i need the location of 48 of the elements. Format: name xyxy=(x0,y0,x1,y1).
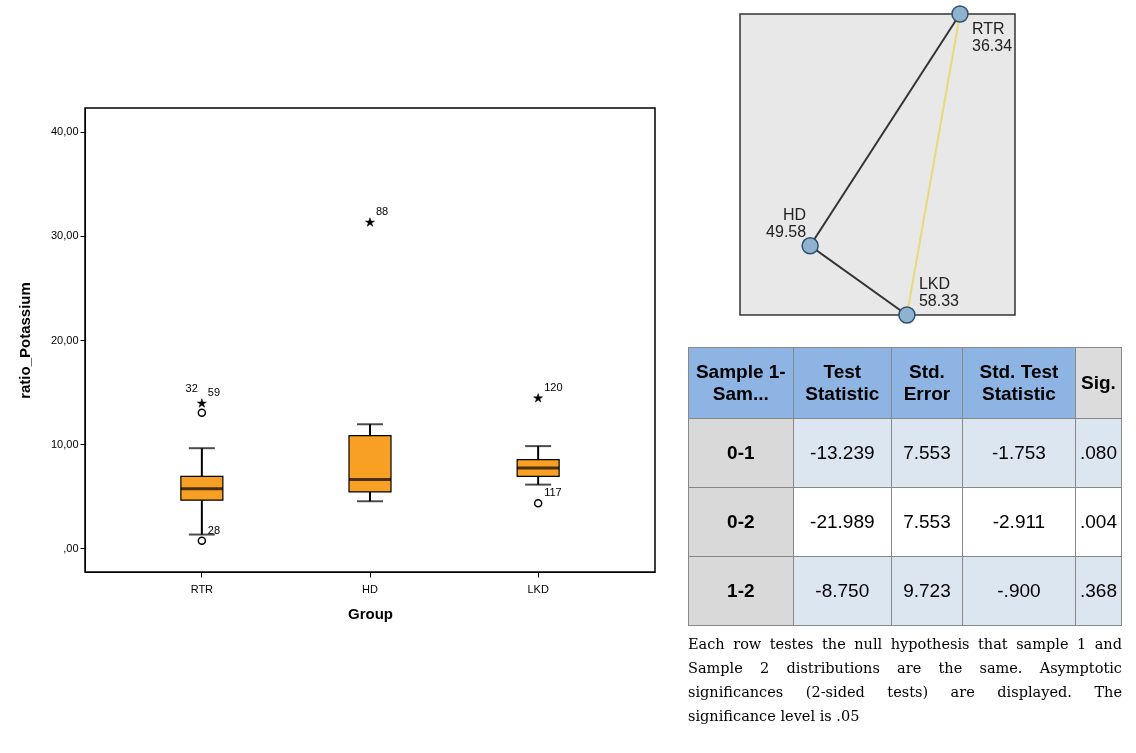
y-tick-label: 20,00 xyxy=(50,333,79,346)
text: .368 xyxy=(1080,580,1117,601)
y-tick-label: 40,00 xyxy=(50,125,79,138)
data-label: 36.34 xyxy=(972,37,1013,54)
annotation: 120 xyxy=(544,381,563,394)
annotation: 28 xyxy=(207,523,221,536)
text: -21.989 xyxy=(810,511,875,532)
text: -2.911 xyxy=(992,511,1046,532)
category-label: 0-2 xyxy=(727,511,755,532)
category-label: Std. Test Statistic xyxy=(962,347,1076,419)
point xyxy=(533,499,543,508)
text: 9.723 xyxy=(903,580,951,601)
x-tick-label: HD xyxy=(362,582,378,595)
category-label: 1-2 xyxy=(727,580,755,601)
category-label: Sig. xyxy=(1075,347,1122,419)
category-label: Sample 1-Sam... xyxy=(688,347,794,419)
point xyxy=(197,408,207,418)
text: .080 xyxy=(1080,442,1117,463)
text: -.900 xyxy=(997,580,1041,601)
text: .004 xyxy=(1080,511,1117,532)
text: Each row testes the null hypothesis that sample 1 and Sample 2 distributions are the same. Asymptotic significances (2-sided tests) are displayed. The significance level is .05 xyxy=(688,635,1122,726)
text: -8.750 xyxy=(815,580,870,601)
y-tick-label: 30,00 xyxy=(50,229,79,242)
y-tick-label: 10,00 xyxy=(50,437,79,450)
x-tick-label: RTR xyxy=(190,582,214,595)
category-label: Test Statistic xyxy=(793,347,892,419)
y-tick-label: ,00 xyxy=(63,541,79,554)
category-label: 0-1 xyxy=(727,442,755,463)
text: 7.553 xyxy=(903,442,951,463)
annotation: 59 xyxy=(207,386,221,399)
text: 7.553 xyxy=(903,511,951,532)
text: -1.753 xyxy=(992,442,1046,463)
category-label: LKD xyxy=(918,275,951,292)
category-label: Std. Error xyxy=(891,347,963,419)
point xyxy=(197,398,207,408)
annotation: 88 xyxy=(376,205,389,218)
x-axis-title: Group xyxy=(348,604,393,622)
point xyxy=(533,393,543,403)
text: -13.239 xyxy=(810,442,875,463)
category-label: RTR xyxy=(972,20,1005,37)
annotation: 117 xyxy=(544,486,562,499)
y-axis-title: ratio_Potassium xyxy=(15,282,33,399)
data-label: 49.58 xyxy=(766,222,807,240)
category-label: HD xyxy=(783,205,807,223)
point xyxy=(365,217,375,227)
annotation: 32 xyxy=(185,382,198,395)
x-tick-label: LKD xyxy=(527,582,549,595)
data-label: 58.33 xyxy=(918,292,960,309)
